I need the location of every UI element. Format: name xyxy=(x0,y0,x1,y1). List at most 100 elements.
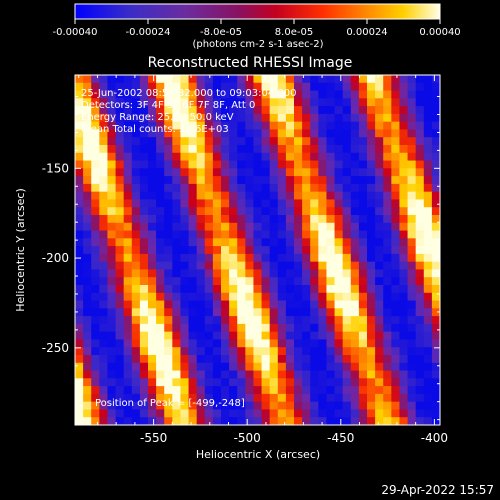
heatmap-cell xyxy=(277,355,287,364)
heatmap-cell xyxy=(123,145,133,154)
heatmap-cell xyxy=(415,106,425,115)
heatmap-cell xyxy=(253,176,263,185)
heatmap-cell xyxy=(285,300,295,309)
heatmap-cell xyxy=(180,215,190,224)
heatmap-cell xyxy=(383,393,392,403)
heatmap-cell xyxy=(148,401,157,410)
heatmap-cell xyxy=(391,152,400,162)
heatmap-cell xyxy=(269,160,279,169)
heatmap-cell xyxy=(367,246,376,255)
heatmap-cell xyxy=(83,409,92,418)
heatmap-cell xyxy=(180,393,190,403)
heatmap-cell xyxy=(261,98,271,107)
heatmap-cell xyxy=(196,339,206,348)
heatmap-cell xyxy=(180,378,190,387)
heatmap-cell xyxy=(375,362,384,372)
heatmap-cell xyxy=(294,152,303,162)
heatmap-cell xyxy=(156,145,165,154)
heatmap-cell xyxy=(148,176,157,185)
heatmap-cell xyxy=(245,393,254,403)
heatmap-cell xyxy=(131,82,141,92)
heatmap-cell xyxy=(83,285,92,294)
heatmap-cell xyxy=(164,152,173,162)
heatmap-cell xyxy=(237,393,246,403)
heatmap-cell xyxy=(269,191,279,200)
heatmap-cell xyxy=(164,347,173,356)
heatmap-cell xyxy=(221,285,230,294)
heatmap-cell xyxy=(253,137,263,146)
heatmap-cell xyxy=(245,90,254,99)
heatmap-cell xyxy=(310,152,319,162)
heatmap-cell xyxy=(294,246,303,255)
heatmap-cell xyxy=(310,347,319,356)
heatmap-cell xyxy=(229,331,238,340)
heatmap-cell xyxy=(253,183,263,193)
heatmap-cell xyxy=(131,339,141,348)
heatmap-cell xyxy=(229,323,238,333)
heatmap-cell xyxy=(131,207,141,216)
heatmap-cell xyxy=(383,160,392,169)
heatmap-cell xyxy=(350,129,360,138)
heatmap-cell xyxy=(423,386,433,395)
heatmap-cell xyxy=(383,355,392,364)
heatmap-cell xyxy=(91,308,100,317)
heatmap-cell xyxy=(131,378,141,387)
heatmap-cell xyxy=(107,75,117,84)
heatmap-cell xyxy=(358,417,368,426)
heatmap-cell xyxy=(407,378,417,387)
heatmap-cell xyxy=(350,355,360,364)
heatmap-cell xyxy=(139,137,149,146)
heatmap-cell xyxy=(148,331,157,340)
heatmap-cell xyxy=(269,292,279,302)
heatmap-cell xyxy=(245,370,254,379)
heatmap-cell xyxy=(415,160,425,169)
heatmap-cell xyxy=(156,269,165,278)
x-tick-label: -500 xyxy=(234,431,261,445)
heatmap-cell xyxy=(375,393,384,403)
heatmap-cell xyxy=(334,355,344,364)
heatmap-cell xyxy=(91,323,100,333)
heatmap-cell xyxy=(375,199,384,208)
heatmap-cell xyxy=(148,98,157,107)
heatmap-cell xyxy=(75,230,84,239)
heatmap-cell xyxy=(99,145,108,154)
heatmap-cell xyxy=(107,386,117,395)
heatmap-cell xyxy=(188,253,198,263)
heatmap-cell xyxy=(164,145,173,154)
heatmap-cell xyxy=(407,323,417,333)
heatmap-cell xyxy=(148,191,157,200)
heatmap-cell xyxy=(180,129,190,138)
heatmap-cell xyxy=(164,137,173,146)
heatmap-cell xyxy=(204,90,214,99)
heatmap-cell xyxy=(367,378,376,387)
heatmap-cell xyxy=(269,183,279,193)
heatmap-cell xyxy=(326,355,336,364)
heatmap-cell xyxy=(245,362,254,372)
heatmap-cell xyxy=(188,261,198,270)
heatmap-cell xyxy=(294,308,303,317)
heatmap-cell xyxy=(350,409,360,418)
heatmap-cell xyxy=(156,277,165,286)
heatmap-cell xyxy=(415,75,425,84)
heatmap-cell xyxy=(326,215,336,224)
heatmap-cell xyxy=(212,300,222,309)
heatmap-cell xyxy=(383,285,392,294)
heatmap-cell xyxy=(245,145,254,154)
heatmap-cell xyxy=(277,160,287,169)
heatmap-cell xyxy=(196,75,206,84)
heatmap-cell xyxy=(212,82,222,92)
heatmap-cell xyxy=(358,378,368,387)
heatmap-cell xyxy=(431,316,441,325)
heatmap-cell xyxy=(204,238,214,247)
heatmap-cell xyxy=(180,323,190,333)
heatmap-cell xyxy=(75,269,84,278)
heatmap-cell xyxy=(253,355,263,364)
x-tick-label: -450 xyxy=(327,431,354,445)
heatmap-cell xyxy=(204,269,214,278)
heatmap-cell xyxy=(350,277,360,286)
heatmap-cell xyxy=(358,222,368,232)
heatmap-cell xyxy=(91,160,100,169)
heatmap-cell xyxy=(196,409,206,418)
heatmap-cell xyxy=(196,176,206,185)
heatmap-cell xyxy=(334,90,344,99)
